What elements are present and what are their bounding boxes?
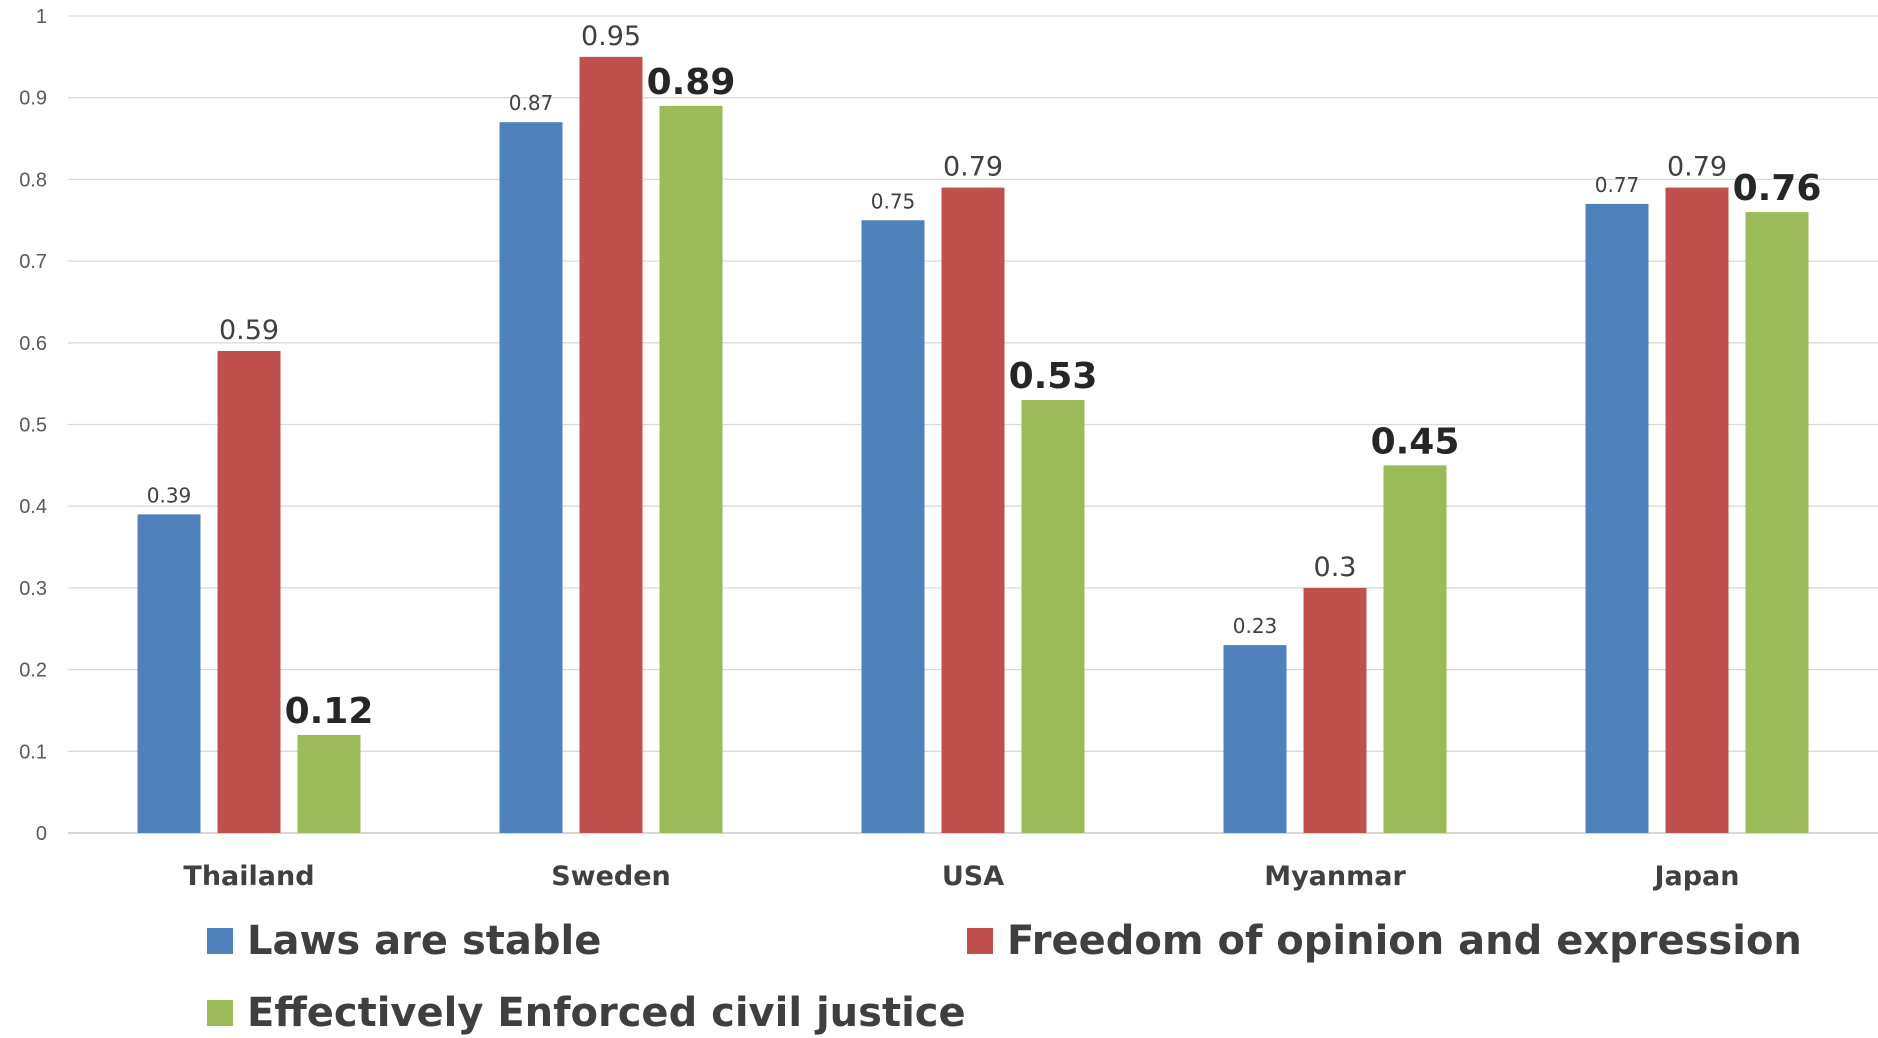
legend-label: Freedom of opinion and expression [1007,918,1802,964]
y-tick-label: 0.8 [19,169,47,191]
data-label: 0.45 [1371,421,1460,462]
x-axis: Thailand Sweden USA Myanmar Japan [183,861,1739,892]
data-label: 0.59 [219,315,279,346]
bar [659,105,723,834]
data-label: 0.75 [871,189,916,213]
y-axis: 0 0.1 0.2 0.3 0.4 0.5 0.6 0.7 0.8 0.9 1 [19,6,47,845]
bar [1383,465,1447,833]
y-tick-label: 0.7 [19,251,47,273]
bar [499,122,563,833]
data-label: 0.3 [1314,552,1357,583]
data-label: 0.76 [1733,168,1822,209]
legend-label: Laws are stable [247,918,602,964]
bars [137,56,1809,834]
y-tick-label: 0.9 [19,88,47,110]
bar [861,220,925,833]
y-tick-label: 0.3 [19,578,47,600]
bar [579,56,643,834]
y-tick-label: 0.6 [19,333,47,355]
y-tick-label: 0 [36,823,47,845]
x-tick-label: Thailand [183,861,314,892]
data-label: 0.79 [943,152,1003,183]
data-label: 0.53 [1009,356,1098,397]
legend-item-laws-are-stable: Laws are stable [207,918,601,964]
x-tick-label: Myanmar [1264,861,1406,892]
legend-item-freedom-of-opinion: Freedom of opinion and expression [967,918,1802,964]
bar [941,187,1005,833]
y-tick-label: 1 [36,6,47,28]
bar [1223,645,1287,833]
data-label: 0.77 [1595,173,1640,197]
x-tick-label: USA [942,861,1004,892]
bar [137,514,201,833]
legend-swatch [967,928,993,954]
y-tick-label: 0.5 [19,415,47,437]
y-tick-label: 0.4 [19,496,47,518]
data-labels: 0.39 0.59 0.12 0.87 0.950.89 0.75 0.79 0.53 0.23… [147,21,1822,732]
bar [1665,187,1729,833]
bar [1585,203,1649,833]
y-tick-label: 0.2 [19,660,47,682]
bar [1303,587,1367,833]
bar [297,734,361,833]
y-tick-label: 0.1 [19,741,47,763]
bar [1745,212,1809,833]
data-label: 0.87 [509,91,554,115]
legend-swatch [207,928,233,954]
data-label: 0.89 [647,62,736,103]
legend-label: Effectively Enforced civil justice [247,990,966,1036]
legend-item-civil-justice: Effectively Enforced civil justice [207,990,966,1036]
x-tick-label: Sweden [551,861,671,892]
data-label: 0.79 [1667,152,1727,183]
data-label: 0.39 [147,483,192,507]
bar [1021,399,1085,833]
x-tick-label: Japan [1652,861,1739,892]
legend-swatch [207,1000,233,1026]
bar [217,350,281,833]
data-label: 0.12 [285,691,374,732]
data-label: 0.23 [1233,614,1278,638]
data-label: 0.95 [581,21,641,52]
